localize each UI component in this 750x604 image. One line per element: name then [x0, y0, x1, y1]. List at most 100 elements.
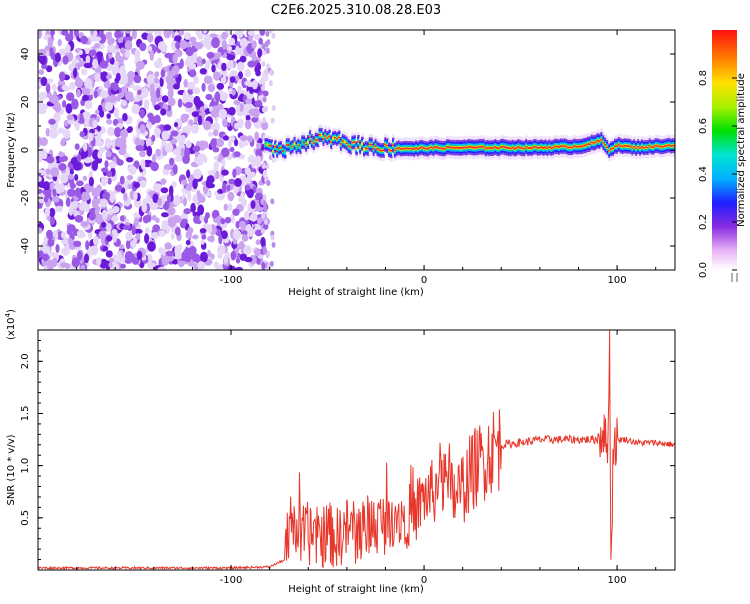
ridge-column: [384, 133, 387, 156]
ridge-column: [650, 136, 654, 158]
noise-speckle: [165, 75, 175, 85]
noise-speckle: [38, 69, 45, 75]
ridge-column: [548, 136, 551, 159]
noise-speckle: [149, 162, 156, 169]
noise-speckle: [134, 228, 143, 234]
ridge-column: [339, 133, 343, 155]
noise-speckle: [120, 215, 125, 222]
noise-speckle: [268, 30, 273, 34]
noise-speckle: [183, 208, 191, 215]
noise-speckle: [232, 168, 237, 178]
noise-speckle: [234, 139, 239, 147]
noise-speckle: [185, 239, 191, 246]
noise-speckle: [192, 168, 202, 180]
noise-speckle: [249, 212, 258, 222]
noise-speckle: [152, 193, 159, 204]
noise-speckle: [132, 96, 141, 102]
noise-speckle: [189, 69, 197, 78]
noise-speckle: [136, 60, 145, 70]
noise-speckle: [246, 173, 252, 184]
noise-speckle: [270, 117, 275, 124]
ridge-column: [654, 134, 658, 157]
noise-speckle: [254, 131, 260, 142]
noise-speckle: [174, 35, 182, 41]
noise-speckle: [247, 30, 255, 36]
noise-speckle: [74, 187, 81, 198]
snr-line: [38, 330, 675, 570]
noise-speckle: [144, 30, 154, 34]
noise-speckle: [96, 184, 102, 193]
noise-speckle: [239, 141, 249, 147]
ridge-column: [424, 137, 428, 160]
noise-speckle: [170, 68, 176, 77]
noise-speckle: [222, 117, 228, 128]
snr-xlabel: Height of straight line (km): [288, 584, 424, 595]
noise-speckle: [153, 77, 159, 84]
noise-speckle: [254, 248, 261, 257]
noise-speckle: [66, 114, 74, 121]
noise-speckle: [38, 150, 44, 161]
noise-speckle: [125, 157, 134, 163]
noise-speckle: [54, 102, 62, 113]
noise-speckle: [161, 130, 170, 141]
noise-speckle: [169, 157, 174, 166]
noise-speckle: [221, 158, 226, 168]
noise-speckle: [50, 215, 56, 226]
noise-speckle: [113, 61, 119, 69]
noise-speckle: [221, 40, 228, 50]
ridge-column: [459, 136, 463, 160]
noise-speckle: [152, 153, 156, 164]
noise-speckle: [76, 154, 82, 163]
noise-speckle: [146, 122, 153, 130]
noise-speckle: [241, 234, 249, 242]
noise-speckle: [170, 233, 175, 240]
noise-speckle: [104, 101, 114, 112]
ridge-column: [463, 136, 466, 159]
noise-speckle: [173, 197, 182, 206]
noise-speckle: [195, 30, 201, 36]
noise-speckle: [184, 101, 193, 109]
ridge-column: [633, 135, 636, 158]
ridge-column: [270, 136, 273, 156]
spectrogram-ylabel: Frequency (Hz): [6, 112, 17, 188]
noise-speckle: [207, 170, 216, 176]
noise-speckle: [214, 91, 221, 102]
ridge-column: [478, 135, 482, 159]
ridge-column: [310, 130, 314, 152]
noise-speckle: [126, 174, 134, 181]
noise-speckle: [255, 142, 262, 149]
noise-speckle: [155, 183, 163, 189]
ridge-column: [341, 130, 345, 152]
noise-speckle: [91, 160, 99, 171]
ridge-column: [401, 137, 405, 160]
noise-speckle: [84, 100, 93, 110]
noise-speckle: [261, 212, 266, 219]
noise-speckle: [79, 131, 85, 138]
noise-speckle: [220, 218, 226, 225]
noise-speckle: [94, 72, 102, 83]
ridge-column: [285, 135, 289, 155]
ridge-column: [469, 135, 472, 159]
noise-speckle: [172, 164, 178, 175]
ridge-column: [610, 138, 613, 160]
noise-speckle: [139, 180, 147, 188]
noise-speckle: [127, 126, 133, 133]
noise-speckle: [232, 229, 242, 240]
noise-speckle: [166, 84, 173, 90]
ridge-column: [455, 136, 459, 159]
noise-speckle: [179, 39, 188, 50]
noise-speckle: [117, 251, 122, 262]
noise-speckle: [82, 142, 88, 152]
noise-speckle: [61, 30, 69, 36]
noise-speckle: [208, 224, 213, 235]
noise-speckle: [80, 35, 88, 45]
noise-speckle: [228, 37, 236, 46]
ridge-column: [652, 136, 656, 158]
noise-speckle: [157, 266, 167, 270]
noise-speckle: [50, 30, 55, 36]
ridge-column: [395, 137, 399, 160]
noise-speckle: [235, 266, 244, 270]
noise-speckle: [111, 81, 119, 92]
snr-ylabel: SNR (10 * v/v): [6, 434, 17, 505]
ridge-column: [281, 141, 285, 161]
